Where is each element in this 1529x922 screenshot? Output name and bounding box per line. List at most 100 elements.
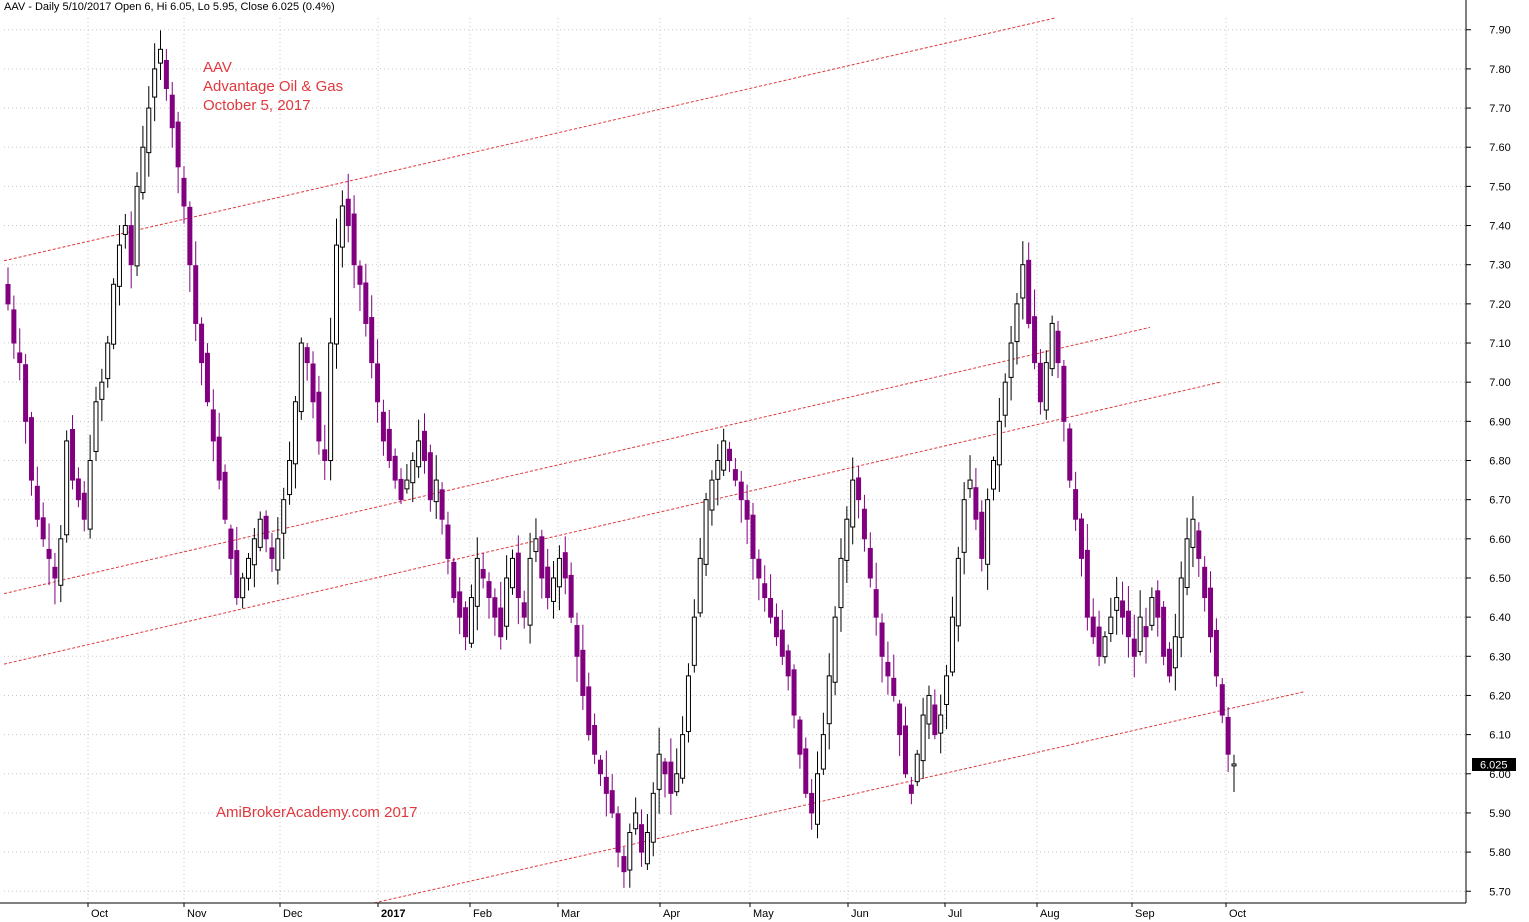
- candle-body: [5, 284, 11, 305]
- date-annotation: October 5, 2017: [203, 97, 311, 114]
- candle-body: [803, 748, 809, 794]
- candle-body: [996, 420, 1002, 466]
- candle-body: [539, 536, 545, 579]
- candle-body: [386, 428, 392, 462]
- date-tick-label: Jun: [851, 908, 869, 920]
- candle-body: [392, 455, 398, 481]
- price-tick-label: 7.20: [1489, 299, 1510, 311]
- price-tick-label: 6.40: [1489, 612, 1510, 624]
- date-tick-label: Aug: [1040, 908, 1060, 920]
- candle-body: [955, 557, 961, 627]
- ticker-annotation: AAV: [203, 59, 232, 76]
- price-tick-label: 6.60: [1489, 534, 1510, 546]
- candle-body: [1143, 626, 1149, 638]
- candle-body: [445, 524, 451, 559]
- candle-body: [199, 323, 205, 364]
- candle-body: [627, 832, 633, 871]
- candle-body: [216, 436, 222, 481]
- candle-body: [122, 225, 128, 235]
- price-tick-label: 5.70: [1489, 886, 1510, 898]
- price-axis: 5.70 5.80 5.90 6.00 6.10 6.20 6.30 6.40 6.50 6.60…: [1465, 0, 1511, 903]
- candle-body: [298, 342, 304, 413]
- candle-body: [768, 597, 774, 618]
- date-tick-label: May: [753, 908, 774, 920]
- candle-body: [973, 487, 979, 520]
- candle-body: [246, 557, 252, 579]
- candle-body: [885, 661, 891, 677]
- candle-body: [609, 790, 615, 814]
- chart-header: AAV - Daily 5/10/2017 Open 6, Hi 6.05, L…: [4, 1, 335, 13]
- price-tick-label: 7.80: [1489, 64, 1510, 76]
- candle-body: [193, 265, 199, 324]
- candle-body: [603, 776, 609, 794]
- candle-body: [791, 669, 797, 716]
- candle-body: [380, 411, 386, 442]
- candle-body: [34, 485, 40, 520]
- candle-body: [750, 514, 756, 559]
- candle-body: [410, 460, 416, 484]
- candle-body: [597, 759, 603, 775]
- date-tick-label: Nov: [187, 908, 207, 920]
- candle-body: [351, 213, 357, 266]
- candle-body: [87, 460, 93, 530]
- candle-body: [773, 616, 779, 638]
- candle-body: [551, 577, 557, 602]
- candle-body: [75, 478, 81, 501]
- candle-body: [310, 363, 316, 403]
- candle-body: [509, 557, 515, 589]
- candle-body: [1096, 626, 1102, 657]
- price-tick-label: 6.20: [1489, 690, 1510, 702]
- candle-body: [1219, 684, 1225, 716]
- candle-body: [169, 94, 175, 129]
- price-tick-label: 6.70: [1489, 495, 1510, 507]
- candle-body: [234, 550, 240, 599]
- trend-line: [3, 381, 1221, 665]
- candle-body: [685, 675, 691, 733]
- candle-body: [1049, 322, 1055, 370]
- candle-body: [990, 460, 996, 490]
- candle-body: [1102, 636, 1108, 658]
- candle-body: [486, 581, 492, 599]
- candle-body: [615, 813, 621, 853]
- candle-body: [1137, 616, 1143, 652]
- candle-body: [1131, 638, 1137, 657]
- candle-body: [938, 714, 944, 734]
- candle-body: [1014, 303, 1020, 343]
- candle-body: [357, 265, 363, 285]
- price-tick-label: 6.30: [1489, 651, 1510, 663]
- price-tick-label: 6.80: [1489, 456, 1510, 468]
- price-tick-label: 5.90: [1489, 808, 1510, 820]
- date-tick-label: Feb: [473, 908, 492, 920]
- candle-body: [568, 574, 574, 618]
- candle-body: [762, 583, 768, 599]
- candle-body: [562, 552, 568, 579]
- price-tick-label: 6.90: [1489, 416, 1510, 428]
- candle-body: [228, 528, 234, 559]
- candle-body: [1037, 362, 1043, 403]
- candle-body: [316, 391, 322, 442]
- candle-body: [521, 602, 527, 618]
- candle-body: [275, 538, 281, 571]
- candle-body: [838, 557, 844, 609]
- date-axis: Oct Nov Dec 2017 Feb Mar Apr May Jun Jul Aug Sep Oct: [0, 902, 1466, 920]
- candle-body: [703, 499, 709, 565]
- candle-body: [1067, 428, 1073, 481]
- candle-body: [820, 734, 826, 770]
- candle-body: [914, 753, 920, 783]
- candle-body: [1161, 606, 1167, 657]
- candle-body: [146, 107, 152, 154]
- candle-body: [556, 557, 562, 588]
- candle-body: [1020, 264, 1026, 299]
- date-tick-label: Apr: [663, 908, 680, 920]
- watermark-annotation: AmiBrokerAcademy.com 2017: [216, 804, 418, 821]
- price-tick-label: 7.10: [1489, 338, 1510, 350]
- candle-body: [93, 401, 99, 452]
- candle-body: [779, 629, 785, 657]
- candle-body: [375, 363, 381, 403]
- candle-body: [592, 724, 598, 755]
- candle-body: [222, 471, 228, 520]
- candle-body: [580, 649, 586, 696]
- candle-body: [204, 352, 210, 403]
- candle-body: [633, 812, 639, 830]
